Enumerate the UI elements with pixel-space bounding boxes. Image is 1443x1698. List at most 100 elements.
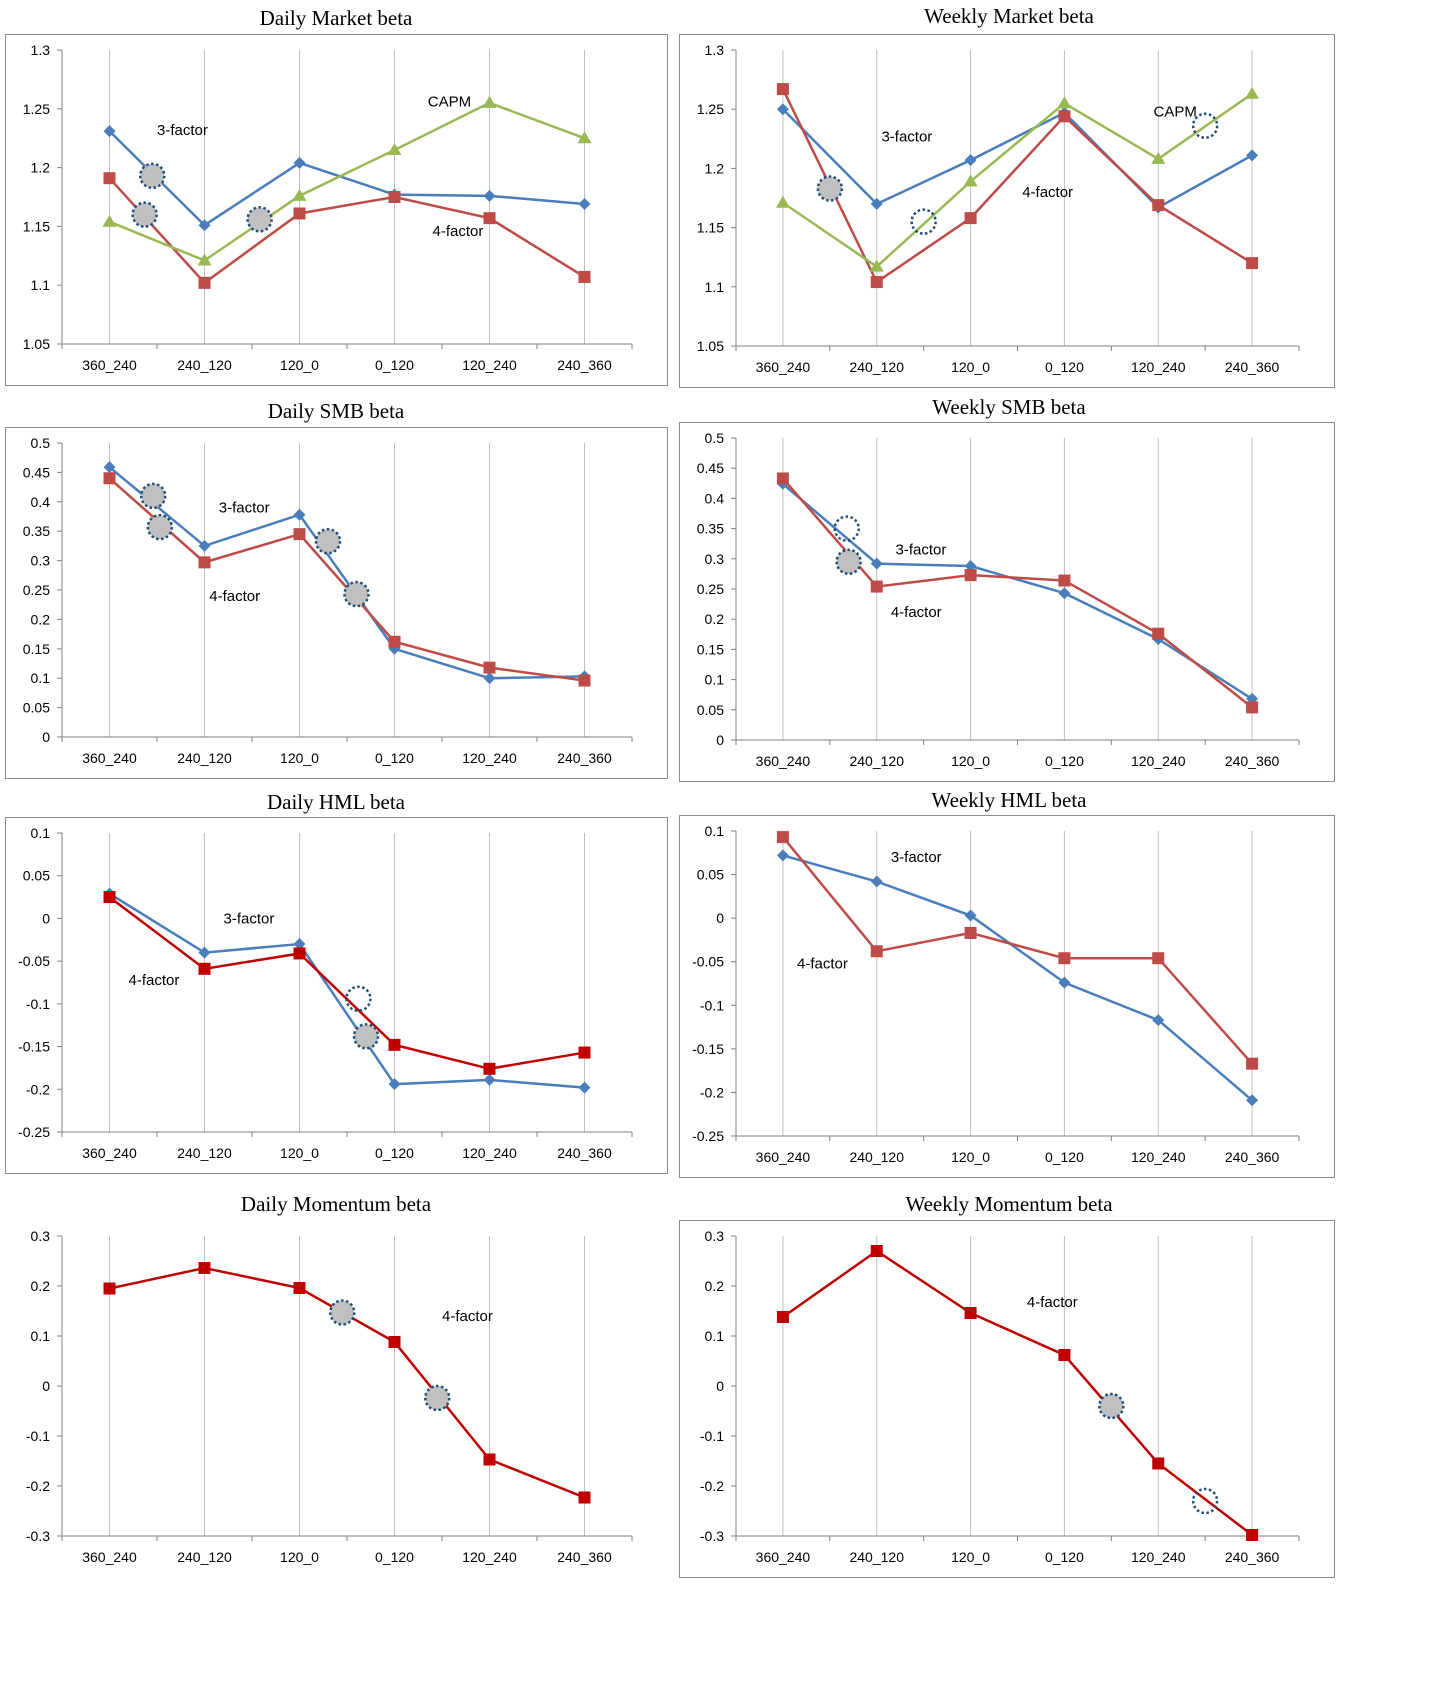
x-tick-label: 120_0 [280,357,319,373]
series-annotation: 3-factor [219,500,270,517]
y-tick-label: -0.25 [18,1124,50,1140]
x-tick-label: 360_240 [82,1145,137,1161]
y-tick-label: -0.2 [26,1081,50,1097]
data-point-4-factor [198,962,211,975]
data-point-4-factor [293,528,306,541]
data-point-4-factor [964,569,977,582]
series-line-3-factor [782,482,1253,700]
data-point-4-factor [964,926,977,939]
y-tick-label: 0.35 [23,523,50,539]
x-tick-label: 120_240 [462,750,517,766]
x-tick-label: 240_120 [849,1549,904,1565]
chart-title: Weekly Market beta [924,4,1094,28]
chart-svg: 0 0.05 0.1 0.15 0.2 0.25 0.3 0.35 0.4 0.45 0.5 360_… [697,430,1300,769]
chart-title: Daily HML beta [266,790,406,814]
y-tick-label: 0 [42,910,50,926]
y-tick-label: 0.1 [705,1328,725,1344]
y-tick-label: -0.15 [18,1039,50,1055]
chart-title: Weekly SMB beta [932,395,1086,419]
data-point-4-factor [483,1062,496,1075]
y-tick-label: 0 [716,1378,724,1394]
series-line-4-factor [108,477,585,682]
y-tick-label: -0.1 [26,996,50,1012]
series-annotation: 3-factor [881,128,932,145]
x-tick-label: 120_240 [1131,1549,1186,1565]
data-point-4-factor [198,556,211,569]
y-tick-label: 0.1 [705,823,725,839]
y-tick-label: 1.2 [705,160,725,176]
x-tick-label: 120_240 [1131,359,1186,375]
data-point-4-factor [964,1307,977,1319]
y-tick-label: -0.2 [700,1084,724,1100]
y-tick-label: 1.2 [31,160,51,176]
data-point-4-factor [103,472,116,485]
data-point-3-factor [483,189,496,202]
x-tick-label: 120_240 [462,357,517,373]
data-point-3-factor [964,909,977,922]
y-tick-label: 0.5 [705,430,725,446]
chart-svg: 1.05 1.1 1.15 1.2 1.25 1.3 360_240 240_120 120_0… [23,42,633,373]
data-point-3-factor [776,849,789,862]
x-tick-label: 0_120 [1045,1549,1084,1565]
chart-panel-daily-market: Daily Market beta 1.05 1.1 1.15 1.2 1.25 1.3 3… [0,0,672,390]
y-tick-label: 0.4 [31,494,51,510]
x-tick-label: 120_240 [462,1549,517,1565]
x-tick-label: 240_360 [557,1145,612,1161]
data-point-CAPM [1057,96,1072,109]
data-point-CAPM [1245,86,1260,99]
x-tick-label: 0_120 [375,750,414,766]
series-line-4-factor [108,896,585,1071]
data-point-3-factor [1152,1014,1165,1027]
series-line-3-factor [782,108,1253,210]
x-tick-label: 240_360 [1225,1549,1280,1565]
y-tick-label: 1.15 [23,218,50,234]
y-tick-label: 0.1 [31,670,51,686]
data-point-CAPM [482,95,497,108]
x-tick-label: 240_120 [849,1149,904,1165]
x-tick-label: 0_120 [1045,753,1084,769]
data-point-3-factor [776,103,789,116]
plot-area [5,817,668,1174]
x-tick-label: 0_120 [1045,1149,1084,1165]
x-tick-label: 120_240 [1131,753,1186,769]
x-tick-label: 240_120 [849,359,904,375]
data-point-3-factor [483,1073,496,1086]
y-tick-label: 1.25 [697,101,724,117]
data-point-3-factor [578,1081,591,1094]
data-point-3-factor [964,154,977,167]
chart-panel-daily-smb: Daily SMB beta 0 0.05 0.1 0.15 0.2 0.25 0.3 0.3… [0,393,672,783]
y-tick-label: 0.05 [23,700,50,716]
chart-title: Daily Market beta [259,6,413,30]
highlight-circle [816,175,844,202]
data-point-CAPM [577,131,592,144]
y-tick-label: 0.2 [705,611,725,627]
series-annotation: 4-factor [442,1308,493,1325]
data-point-CAPM [387,142,402,155]
y-tick-label: 0 [42,729,50,745]
data-point-4-factor [388,1038,401,1051]
x-tick-label: 120_240 [1131,1149,1186,1165]
data-point-4-factor [103,172,116,185]
data-point-4-factor [776,83,789,96]
series-annotation: 3-factor [224,910,275,927]
x-tick-label: 120_0 [280,1549,319,1565]
y-tick-label: 0.45 [23,464,50,480]
y-tick-label: 0 [42,1378,50,1394]
y-tick-label: 0.1 [705,672,725,688]
y-tick-label: -0.1 [700,997,724,1013]
plot-area [679,1220,1335,1578]
chart-svg: 0 0.05 0.1 0.15 0.2 0.25 0.3 0.35 0.4 0.45 0.5 360_… [23,435,633,766]
data-point-3-factor [870,197,883,210]
data-point-4-factor [1152,199,1165,212]
data-point-4-factor [870,945,883,958]
x-tick-label: 240_360 [1225,1149,1280,1165]
series-line-3-factor [108,130,585,227]
x-tick-label: 0_120 [375,1145,414,1161]
highlight-circle [424,1384,451,1412]
x-tick-label: 240_120 [177,750,232,766]
data-point-CAPM [869,259,884,272]
data-point-4-factor [293,207,306,220]
data-point-4-factor [483,1453,496,1466]
series-line-CAPM [782,92,1253,269]
data-point-3-factor [293,938,306,951]
